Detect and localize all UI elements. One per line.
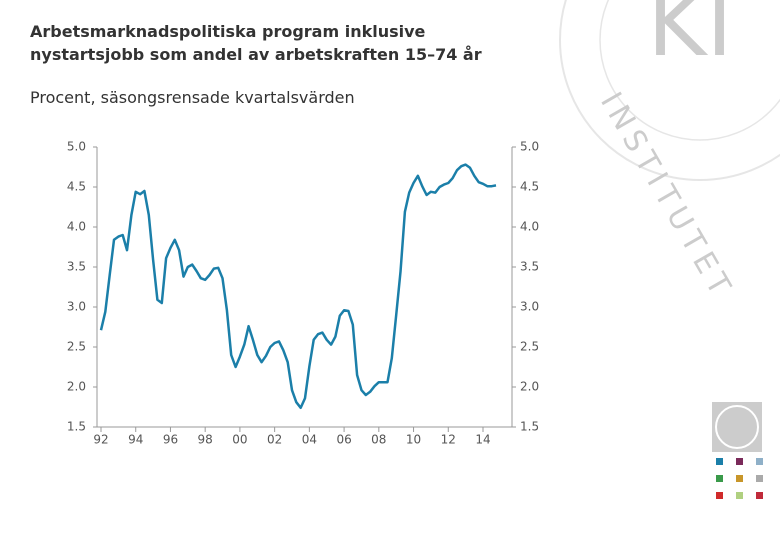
y-tick-label: 1.5	[67, 420, 86, 434]
x-tick-label: 94	[128, 433, 143, 447]
x-tick-label: 14	[475, 433, 490, 447]
chart-title-line: nystartsjobb som andel av arbetskraften …	[30, 45, 482, 64]
x-tick-label: 12	[441, 433, 456, 447]
x-tick-label: 96	[163, 433, 178, 447]
watermark	[559, 0, 780, 181]
watermark-wordmark: INSTITUTET	[593, 87, 740, 307]
y-tick-label: 5.0	[67, 140, 86, 154]
logo	[712, 402, 763, 499]
y-tick-label: 2.0	[67, 380, 86, 394]
x-tick-label: 02	[267, 433, 282, 447]
x-tick-label: 92	[93, 433, 108, 447]
y-tick-label: 4.0	[67, 220, 86, 234]
y2-tick-label: 3.0	[520, 300, 539, 314]
y2-tick-label: 2.0	[520, 380, 539, 394]
x-tick-label: 06	[336, 433, 351, 447]
y-tick-label: 3.0	[67, 300, 86, 314]
y2-tick-label: 4.0	[520, 220, 539, 234]
y2-tick-label: 2.5	[520, 340, 539, 354]
x-tick-label: 04	[302, 433, 317, 447]
y2-tick-label: 1.5	[520, 420, 539, 434]
y2-tick-label: 4.5	[520, 180, 539, 194]
y-tick-label: 2.5	[67, 340, 86, 354]
y2-tick-label: 3.5	[520, 260, 539, 274]
chart-title-line: Arbetsmarknadspolitiska program inklusiv…	[30, 22, 426, 41]
y-tick-label: 4.5	[67, 180, 86, 194]
data-line	[99, 163, 497, 410]
x-tick-label: 98	[198, 433, 213, 447]
x-tick-label: 08	[371, 433, 386, 447]
watermark-monogram: KI	[647, 0, 733, 77]
chart-subtitle: Procent, säsongsrensade kvartalsvärden	[30, 88, 355, 107]
x-tick-label: 10	[406, 433, 421, 447]
y-tick-label: 3.5	[67, 260, 86, 274]
y2-tick-label: 5.0	[520, 140, 539, 154]
x-tick-label: 00	[232, 433, 247, 447]
